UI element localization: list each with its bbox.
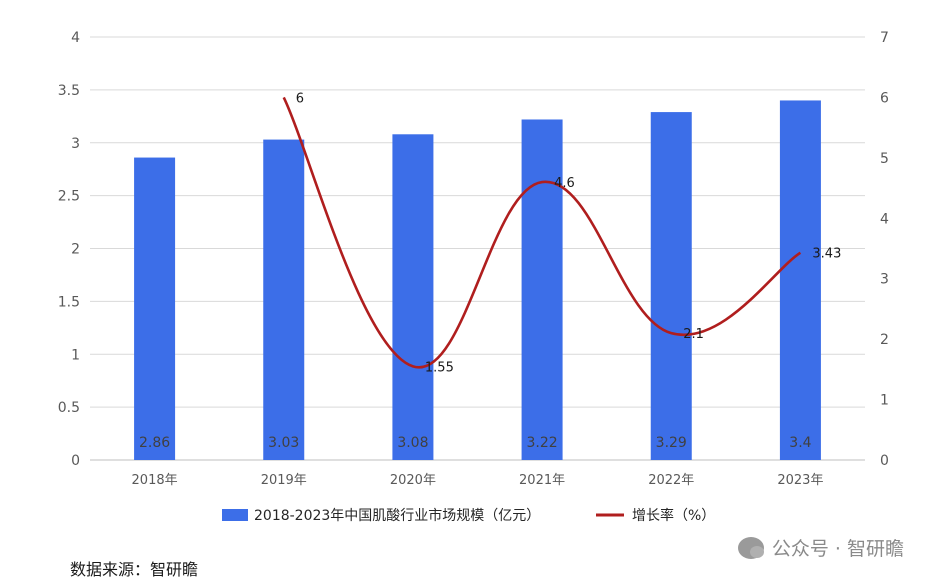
line-value-label: 1.55	[425, 360, 454, 375]
legend-line-label: 增长率（%）	[632, 507, 715, 524]
watermark-text: 公众号 · 智研瞻	[771, 538, 904, 560]
bar	[650, 112, 692, 461]
line-value-label: 3.43	[812, 247, 841, 262]
bar	[392, 134, 434, 461]
line-value-label: 4.6	[554, 176, 575, 191]
bar-series	[134, 100, 821, 461]
x-tick-label: 2022年	[648, 473, 694, 488]
y-left-tick-label: 0	[71, 453, 80, 469]
y-left-tick-label: 1	[71, 347, 80, 363]
line-value-label: 6	[296, 91, 304, 106]
bar-value-label: 3.08	[397, 435, 428, 451]
y-right-tick-label: 7	[880, 30, 889, 46]
gridlines	[90, 36, 865, 461]
bar-data-labels: 2.86 3.03 3.08 3.22 3.29 3.4	[139, 435, 812, 451]
y-left-tick-label: 2	[71, 242, 80, 258]
bar	[779, 100, 821, 460]
y-right-tick-label: 0	[880, 453, 889, 469]
x-axis: 2018年 2019年 2020年 2021年 2022年 2023年	[132, 473, 824, 488]
y-left-tick-label: 4	[71, 30, 80, 46]
line-value-label: 2.1	[683, 327, 704, 342]
y-right-tick-label: 1	[880, 393, 889, 409]
bar	[263, 139, 305, 460]
y-left-tick-label: 3.5	[58, 83, 80, 99]
y-right-tick-label: 3	[880, 272, 889, 288]
bar	[521, 119, 563, 461]
x-tick-label: 2019年	[261, 473, 307, 488]
bar-value-label: 3.22	[526, 435, 557, 451]
y-left-tick-label: 3	[71, 136, 80, 152]
line-data-labels: 6 1.55 4.6 2.1 3.43	[296, 91, 842, 375]
left-y-axis: 0 0.5 1 1.5 2 2.5 3 3.5 4	[58, 30, 80, 469]
legend-bar-label: 2018-2023年中国肌酸行业市场规模（亿元）	[254, 507, 540, 524]
bar	[134, 157, 176, 460]
bar-value-label: 3.29	[656, 435, 687, 451]
growth-line-series	[282, 96, 802, 369]
y-right-tick-label: 6	[880, 90, 889, 106]
bar-value-label: 3.4	[789, 435, 811, 451]
bar-value-label: 3.03	[268, 435, 299, 451]
y-right-tick-label: 4	[880, 211, 889, 227]
y-right-tick-label: 2	[880, 332, 889, 348]
legend-bar-swatch	[222, 509, 248, 521]
bar-value-label: 2.86	[139, 435, 170, 451]
legend: 2018-2023年中国肌酸行业市场规模（亿元） 增长率（%）	[222, 507, 715, 524]
source-note: 数据来源：智研瞻	[70, 560, 199, 579]
watermark: 公众号 · 智研瞻	[737, 534, 904, 561]
x-tick-label: 2018年	[132, 473, 178, 488]
growth-line	[282, 96, 802, 369]
x-tick-label: 2021年	[519, 473, 565, 488]
y-left-tick-label: 2.5	[58, 189, 80, 205]
x-tick-label: 2020年	[390, 473, 436, 488]
wechat-icon	[737, 536, 764, 559]
x-tick-label: 2023年	[777, 473, 823, 488]
y-left-tick-label: 0.5	[58, 400, 80, 416]
y-right-tick-label: 5	[880, 151, 889, 167]
right-y-axis: 0 1 2 3 4 5 6 7	[880, 30, 889, 469]
y-left-tick-label: 1.5	[58, 294, 80, 310]
